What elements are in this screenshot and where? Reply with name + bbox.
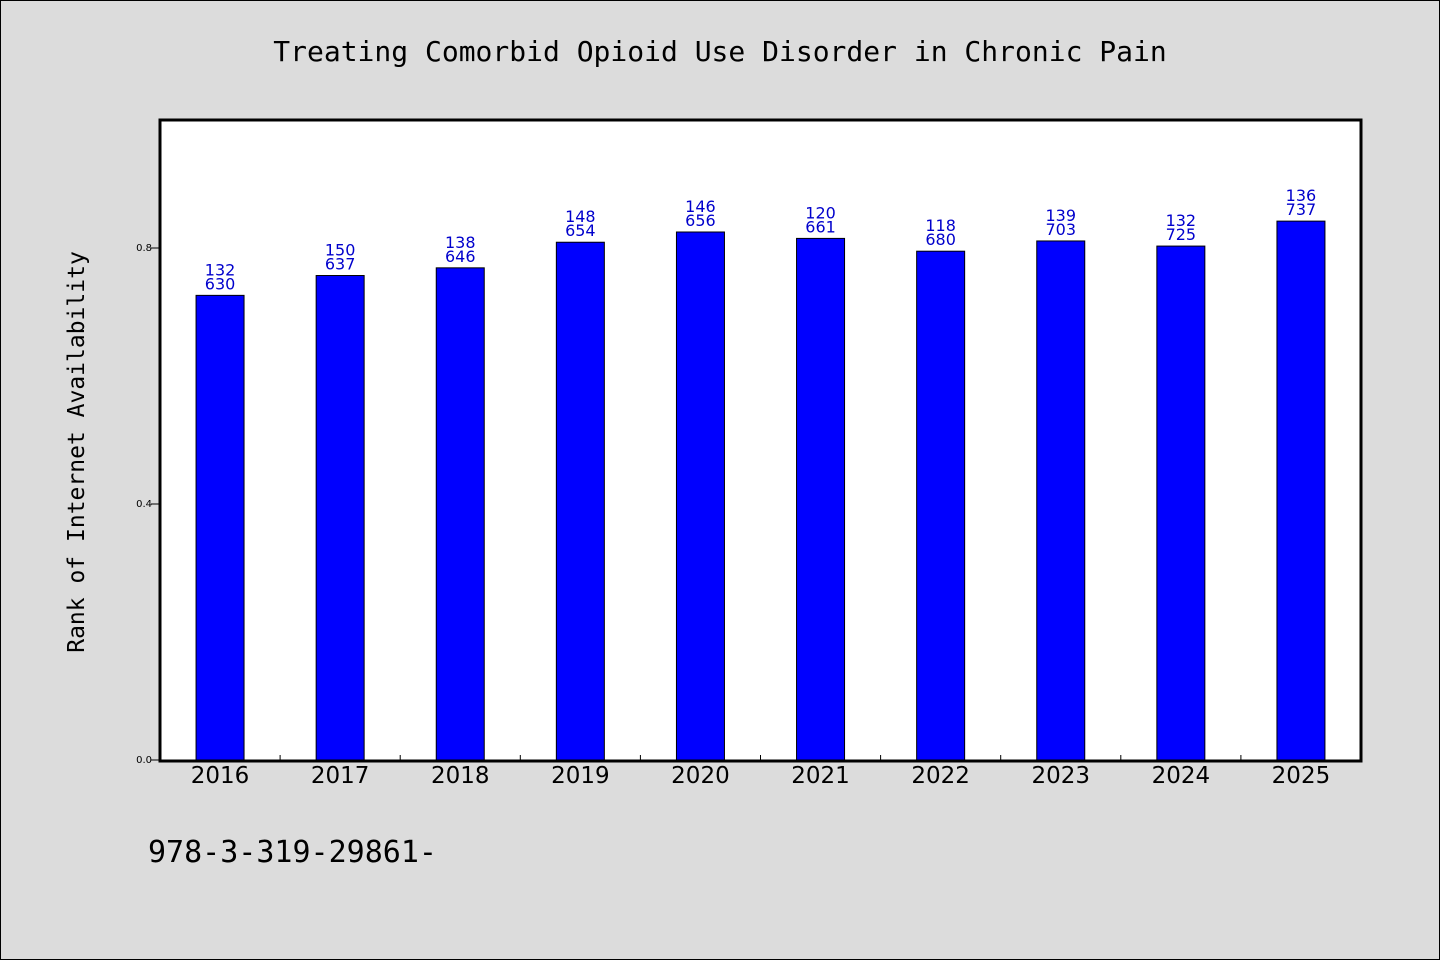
bar — [555, 241, 605, 761]
bar — [796, 237, 846, 761]
bar-data-label-bottom: 630 — [205, 274, 236, 293]
bar-data-label-bottom: 656 — [685, 211, 716, 230]
bar-data-label-top: 139 — [1045, 206, 1076, 225]
bar-data-label-bottom: 725 — [1166, 225, 1197, 244]
bar — [315, 275, 365, 761]
bar-data-label-bottom: 654 — [565, 221, 596, 240]
bar-data-label-top: 120 — [805, 203, 836, 222]
bar — [435, 267, 485, 761]
footer-isbn-text: 978-3-319-29861- — [148, 835, 437, 870]
bar-data-label-top: 150 — [325, 241, 356, 260]
x-tick-label: 2017 — [311, 763, 370, 789]
bar — [1036, 240, 1086, 761]
bar-data-label-top: 146 — [685, 197, 716, 216]
bar — [1156, 245, 1206, 761]
y-tick-label: 0.0 — [136, 755, 152, 766]
y-axis-ticks: 0.0 0.4 0.8 — [136, 243, 160, 766]
chart-title: Treating Comorbid Opioid Use Disorder in… — [273, 35, 1166, 68]
x-tick-label: 2024 — [1152, 763, 1211, 789]
x-tick-label: 2025 — [1272, 763, 1331, 789]
bar-data-label-bottom: 646 — [445, 247, 476, 266]
x-axis-tick-labels: 2016 2017 2018 2019 2020 2021 2022 2023 2024 2025 — [191, 763, 1330, 789]
bar — [675, 231, 725, 761]
x-tick-label: 2023 — [1031, 763, 1090, 789]
bar-data-label-bottom: 661 — [805, 217, 836, 236]
bar — [195, 294, 245, 761]
x-tick-label: 2020 — [671, 763, 730, 789]
bar-data-label-top: 148 — [565, 207, 596, 226]
bar-series — [195, 220, 1326, 761]
x-tick-label: 2022 — [911, 763, 970, 789]
x-tick-label: 2018 — [431, 763, 490, 789]
bar-data-label-top: 136 — [1286, 186, 1317, 205]
bar — [916, 250, 966, 761]
x-tick-label: 2019 — [551, 763, 610, 789]
x-tick-label: 2016 — [191, 763, 250, 789]
y-axis-label: Rank of Internet Availability — [64, 251, 90, 653]
bar — [1276, 220, 1326, 761]
bar-data-label-top: 132 — [1166, 211, 1197, 230]
y-tick-label: 0.8 — [136, 243, 152, 254]
y-tick-label: 0.4 — [136, 499, 152, 510]
bar-data-label-bottom: 680 — [925, 230, 956, 249]
bar-data-label-top: 138 — [445, 233, 476, 252]
bar-data-label-top: 118 — [925, 216, 956, 235]
bar-data-label-bottom: 703 — [1045, 220, 1076, 239]
bar-data-label-bottom: 637 — [325, 255, 356, 274]
x-tick-label: 2021 — [791, 763, 850, 789]
bar-data-label-bottom: 737 — [1286, 200, 1317, 219]
bar-data-label-top: 132 — [205, 260, 236, 279]
x-axis-ticks — [279, 755, 1242, 760]
